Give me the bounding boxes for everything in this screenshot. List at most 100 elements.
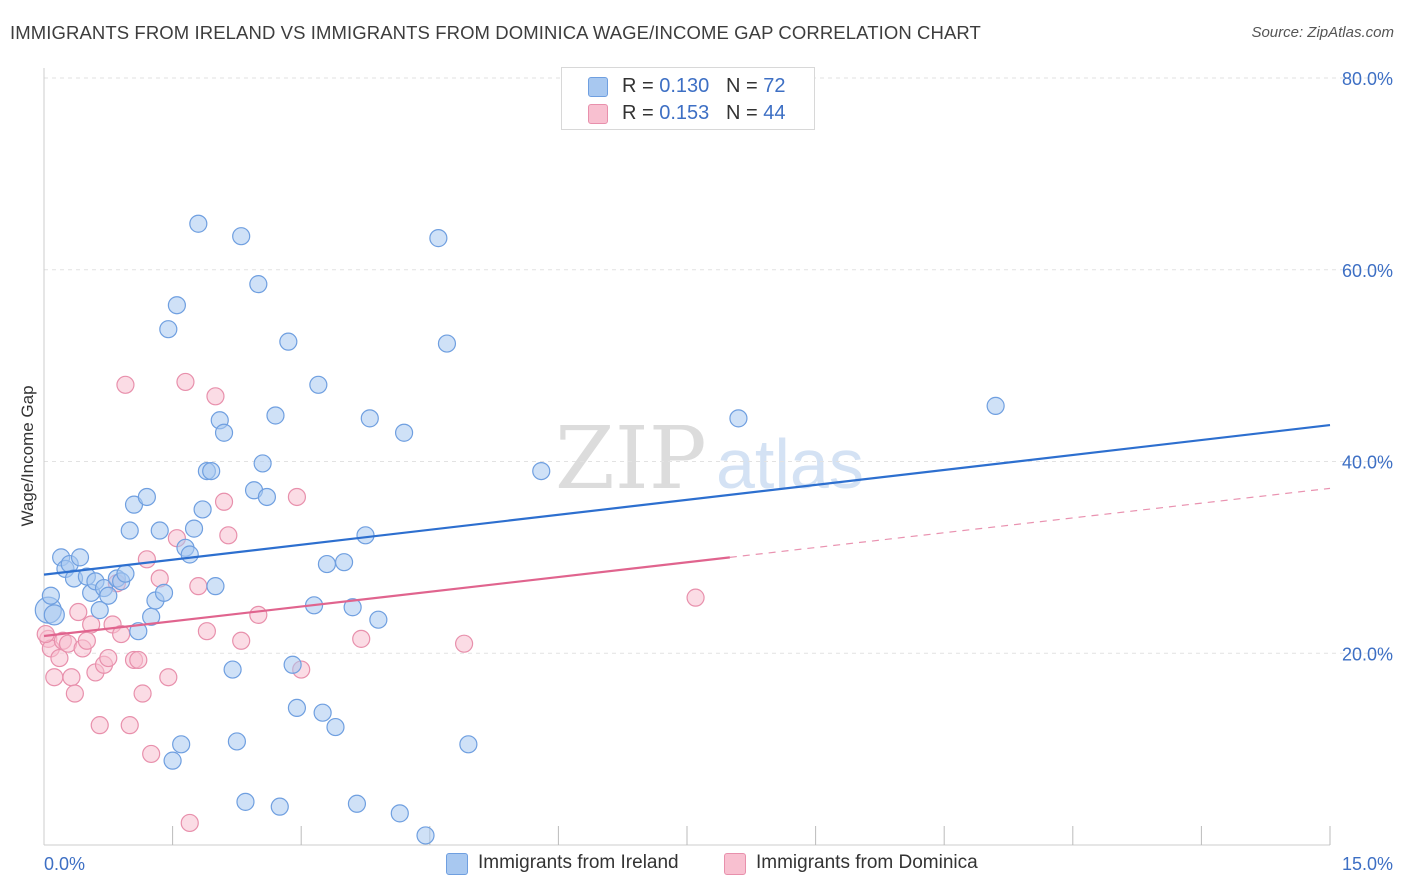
x-tick-label-max: 15.0%: [1342, 854, 1393, 874]
dominica-point: [77, 631, 96, 650]
ireland-point: [137, 487, 156, 507]
axis-ticks: [172, 826, 1331, 845]
legend-n-ireland: 72: [763, 75, 786, 97]
ireland-point: [223, 660, 242, 679]
ireland-point: [159, 320, 178, 339]
dominica-point: [159, 668, 178, 687]
ireland-point: [257, 487, 277, 507]
ireland-point: [116, 564, 135, 583]
series-label-ireland: Immigrants from Ireland: [478, 852, 679, 873]
legend-n-label: N =: [725, 75, 758, 97]
dominica-trend-line: [43, 556, 730, 638]
series-swatch-ireland: [446, 853, 468, 875]
ireland-point: [232, 227, 251, 246]
ireland-point: [729, 409, 748, 428]
ireland-point: [41, 586, 60, 605]
grid-lines: [44, 77, 1395, 654]
ireland-point: [227, 732, 246, 751]
dominica-point: [232, 631, 251, 650]
legend-r-label: R =: [622, 102, 654, 124]
dominica-point: [69, 602, 88, 622]
dominica-point: [219, 526, 238, 545]
dominica-point: [45, 668, 64, 687]
source-credit: Source: ZipAtlas.com: [1251, 24, 1394, 41]
dominica-point: [454, 634, 474, 653]
ireland-point: [279, 332, 298, 351]
ireland-point: [90, 601, 109, 620]
legend-n-label: N =: [725, 102, 758, 124]
ireland-point: [390, 804, 409, 823]
dominica-point: [65, 684, 84, 703]
ireland-point: [150, 521, 169, 540]
ireland-point: [167, 296, 186, 315]
watermark-zip: ZIP: [555, 409, 707, 509]
ireland-point: [334, 553, 354, 572]
ireland-point: [347, 794, 367, 813]
dominica-point: [120, 716, 139, 735]
dominica-point: [180, 813, 199, 833]
dominica-point: [189, 577, 208, 596]
dominica-point: [197, 622, 216, 641]
ireland-point: [317, 554, 337, 574]
ireland-point: [253, 454, 272, 473]
dominica-point: [116, 375, 135, 394]
dominica-point: [82, 615, 101, 634]
legend-r-dominica: 0.153: [659, 102, 710, 124]
x-tick-label-min: 0.0%: [44, 854, 85, 874]
ireland-point: [270, 797, 289, 816]
ireland-point: [189, 214, 208, 233]
dominica-point: [287, 487, 307, 507]
correlation-legend: R = 0.130 N = 72 R = 0.153 N = 44: [561, 67, 815, 130]
dominica-point: [112, 624, 131, 644]
ireland-point: [429, 229, 448, 248]
ireland-point: [343, 598, 362, 617]
ireland-point: [236, 792, 255, 811]
ireland-point: [249, 275, 268, 294]
ireland-point: [43, 604, 65, 626]
dominica-point: [50, 648, 69, 668]
ireland-point: [283, 655, 302, 674]
y-tick-labels: 20.0% 40.0% 60.0% 80.0%: [1342, 69, 1393, 664]
trend-lines: [43, 423, 1331, 638]
ireland-point: [184, 519, 204, 538]
dominica-point: [129, 650, 148, 670]
dominica-point: [99, 648, 118, 668]
legend-n-dominica: 44: [763, 102, 786, 124]
ireland-point: [986, 396, 1005, 415]
dominica-point: [176, 372, 195, 392]
dominica-point: [137, 550, 156, 569]
ireland-point: [369, 610, 388, 629]
dominica-point: [90, 716, 109, 735]
dominica-trend-extension: [729, 487, 1331, 558]
ireland-point: [309, 375, 328, 394]
ireland-point: [266, 406, 285, 425]
dominica-point: [62, 668, 81, 687]
ireland-point: [193, 500, 212, 519]
ireland-point: [172, 735, 191, 754]
dominica-point: [133, 684, 152, 703]
dominica-point: [249, 605, 268, 625]
legend-r-ireland: 0.130: [659, 75, 710, 97]
dominica-point: [214, 492, 234, 511]
ireland-trend-line: [43, 423, 1331, 576]
ireland-point: [120, 521, 139, 540]
y-axis-label: Wage/Income Gap: [18, 385, 37, 527]
series-swatch-dominica: [724, 853, 746, 875]
ireland-point: [214, 423, 234, 442]
ireland-point: [356, 526, 375, 545]
ireland-point: [313, 703, 332, 722]
ireland-point: [360, 409, 379, 428]
x-tick-labels: 0.0% 15.0%: [44, 854, 1393, 874]
ireland-point: [129, 622, 148, 641]
ireland-point: [416, 826, 435, 845]
ireland-point: [99, 586, 118, 605]
dominica-point: [142, 744, 161, 764]
y-tick-label: 20.0%: [1342, 644, 1393, 664]
ireland-point: [70, 548, 90, 567]
legend-swatch-ireland: [588, 77, 608, 97]
ireland-point: [437, 334, 457, 353]
ireland-point: [154, 583, 174, 602]
series-label-dominica: Immigrants from Dominica: [756, 852, 978, 873]
chart-title: IMMIGRANTS FROM IRELAND VS IMMIGRANTS FR…: [10, 22, 981, 43]
watermark-atlas: atlas: [716, 425, 864, 503]
